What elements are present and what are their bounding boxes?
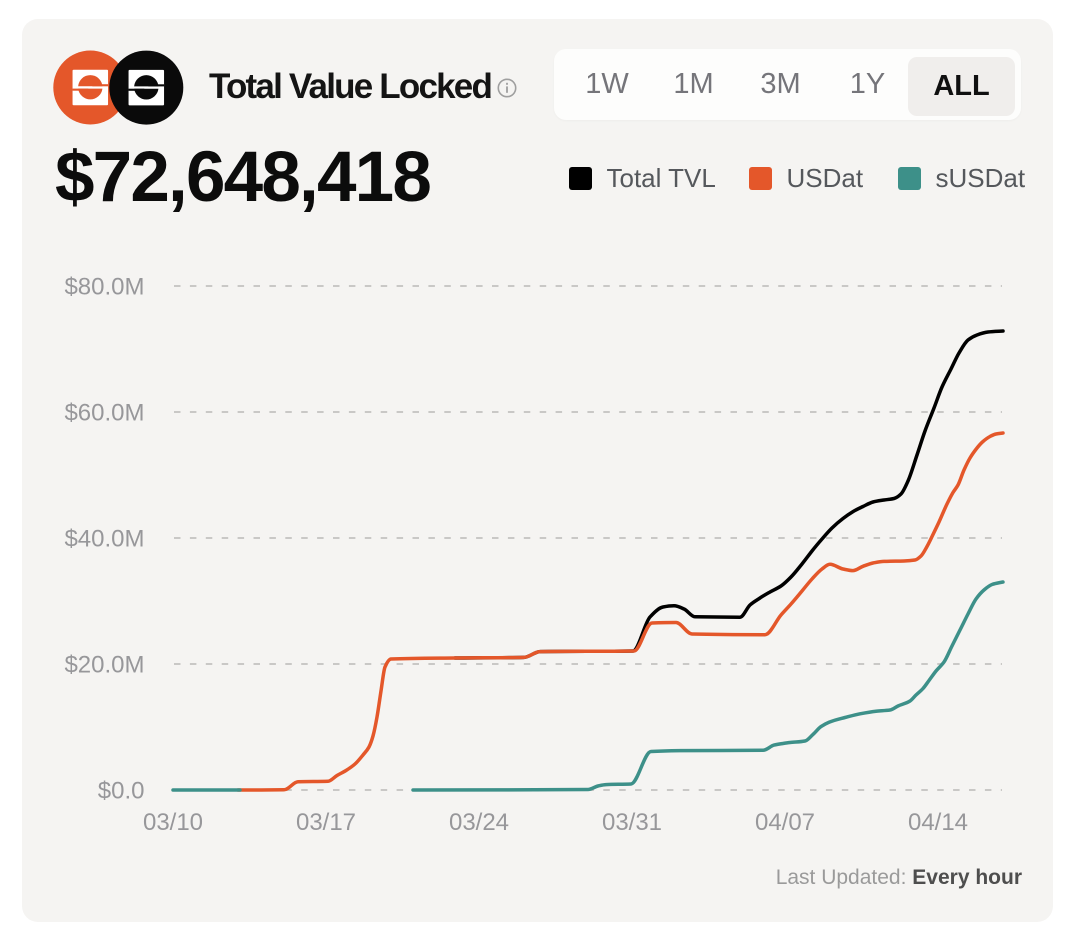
svg-text:03/24: 03/24 (449, 809, 509, 836)
svg-text:04/07: 04/07 (755, 809, 815, 836)
svg-text:03/31: 03/31 (602, 809, 662, 836)
svg-text:$80.0M: $80.0M (64, 274, 144, 301)
svg-text:$20.0M: $20.0M (64, 652, 144, 679)
svg-text:$60.0M: $60.0M (64, 400, 144, 427)
svg-text:$0.0: $0.0 (98, 778, 145, 805)
svg-text:04/14: 04/14 (908, 809, 968, 836)
svg-text:03/10: 03/10 (143, 809, 203, 836)
svg-text:$40.0M: $40.0M (64, 526, 144, 553)
svg-text:03/17: 03/17 (296, 809, 356, 836)
